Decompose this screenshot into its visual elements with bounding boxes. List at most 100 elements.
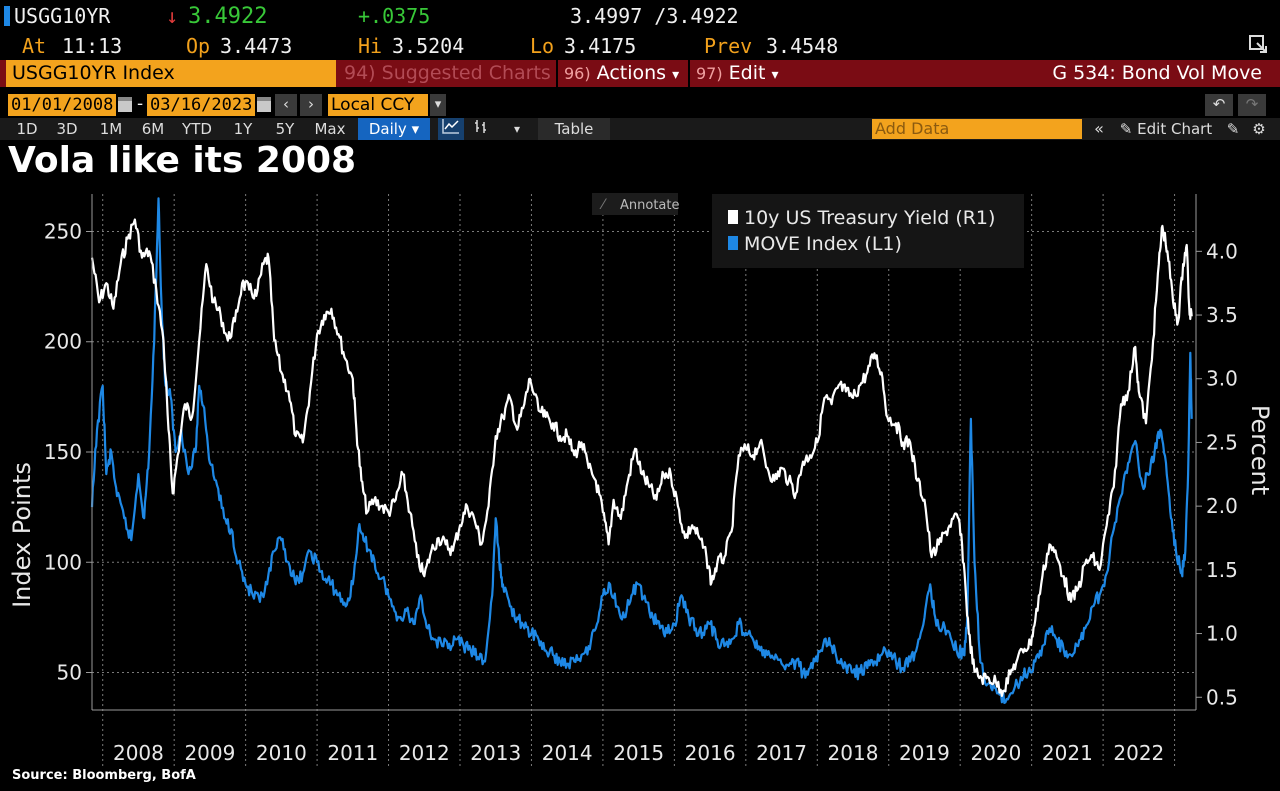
suggested-charts-menu[interactable]: 94) Suggested Charts: [340, 60, 554, 87]
security-field[interactable]: USGG10YR Index: [6, 60, 336, 87]
low-label: Lo: [530, 34, 555, 58]
ticker-marker: [4, 6, 10, 26]
x-tick-label: 2020: [970, 741, 1021, 765]
edit-chart-button[interactable]: ✎ Edit Chart: [1114, 118, 1218, 140]
annotate-button[interactable]: ⁄ Annotate: [592, 193, 679, 215]
period-5y[interactable]: 5Y: [275, 120, 295, 138]
chart: ⁄ Annotate Index Points Percent 2008 2009…: [8, 193, 1274, 766]
chart-title: Vola like its 2008: [8, 140, 357, 181]
frequency-select[interactable]: Daily ▾: [358, 118, 430, 140]
calendar-icon[interactable]: [257, 97, 271, 112]
table-button[interactable]: Table: [538, 118, 610, 140]
x-tick-label: 2022: [1113, 741, 1164, 765]
edit-num: 97): [696, 64, 723, 83]
x-tick-label: 2012: [399, 741, 450, 765]
right-tick-label: 1.5: [1206, 558, 1238, 582]
x-tick-label: 2008: [113, 741, 164, 765]
period-toolbar: 1D 3D 1M 6M YTD 1Y 5Y Max Daily ▾ ▾ Tabl…: [0, 118, 1280, 140]
left-tick-label: 50: [57, 661, 82, 685]
x-tick-label: 2010: [256, 741, 307, 765]
left-tick-label: 100: [44, 550, 82, 574]
x-tick-label: 2015: [613, 741, 664, 765]
currency-label: Local CCY: [331, 95, 415, 115]
edit-menu[interactable]: 97) Edit ▾: [688, 60, 788, 87]
currency-select[interactable]: Local CCY: [328, 94, 428, 116]
x-tick-label: 2018: [828, 741, 879, 765]
start-date-input[interactable]: 01/01/2008: [8, 94, 116, 116]
legend: 10y US Treasury Yield (R1) MOVE Index (L…: [712, 194, 1024, 268]
actions-menu[interactable]: 96) Actions ▾: [556, 60, 684, 87]
left-tick-label: 150: [44, 440, 82, 464]
at-label: At: [22, 34, 47, 58]
prev-value: 3.4548: [766, 34, 839, 58]
chevron-down-icon[interactable]: ▾: [430, 94, 446, 116]
period-1y[interactable]: 1Y: [233, 120, 253, 138]
grid: [92, 194, 1196, 766]
high-label: Hi: [358, 34, 383, 58]
frequency-label: Daily: [368, 120, 407, 138]
suggested-charts-label: Suggested Charts: [381, 62, 551, 84]
right-tick-label: 0.5: [1206, 685, 1238, 709]
right-tick-label: 3.0: [1206, 367, 1238, 391]
date-range-row: 01/01/2008 - 03/16/2023 ‹ › Local CCY ▾ …: [0, 94, 1280, 116]
next-period-button[interactable]: ›: [300, 94, 322, 116]
right-tick-label: 3.5: [1206, 303, 1238, 327]
annotate-label: Annotate: [620, 198, 679, 213]
x-tick-label: 2013: [470, 741, 521, 765]
end-date-input[interactable]: 03/16/2023: [147, 94, 255, 116]
x-tick-label: 2017: [756, 741, 807, 765]
period-ytd[interactable]: YTD: [182, 120, 212, 138]
right-axis-label: Percent: [1246, 405, 1274, 495]
chevron-down-icon[interactable]: ▾: [513, 122, 521, 136]
right-tick-label: 1.0: [1206, 622, 1238, 646]
net-change: +.0375: [358, 4, 431, 28]
open-label: Op: [186, 34, 211, 58]
series-lines: [90, 197, 1193, 704]
redo-icon[interactable]: ↷: [1238, 94, 1266, 116]
suggested-charts-num: 94): [344, 62, 376, 84]
legend-swatch-yield: [728, 210, 738, 224]
high-value: 3.5204: [392, 34, 465, 58]
right-tick-label: 2.5: [1206, 430, 1238, 454]
low-value: 3.4175: [564, 34, 637, 58]
source-note: Source: Bloomberg, BofA: [12, 768, 196, 783]
pencil-icon: ⁄: [599, 197, 607, 213]
axes: Index Points Percent 2008 2009 2010 2011 201…: [8, 194, 1274, 765]
x-tick-label: 2014: [542, 741, 593, 765]
chevron-down-icon: ▾: [411, 120, 420, 138]
chevron-down-icon: ▾: [672, 67, 680, 83]
legend-label-yield: 10y US Treasury Yield (R1): [744, 207, 995, 229]
x-tick-label: 2009: [184, 741, 235, 765]
chevron-down-icon: ▾: [771, 67, 779, 83]
period-6m[interactable]: 6M: [141, 120, 165, 138]
period-1d[interactable]: 1D: [16, 120, 38, 138]
add-data-input[interactable]: Add Data: [872, 119, 1082, 139]
down-arrow-icon: ↓: [166, 4, 179, 28]
x-tick-label: 2016: [685, 741, 736, 765]
left-tick-label: 200: [44, 330, 82, 354]
edit-label: Edit: [728, 62, 766, 84]
left-tick-label: 250: [44, 219, 82, 243]
last-price: 3.4922: [188, 4, 268, 29]
popout-icon[interactable]: [1248, 34, 1268, 54]
period-1m[interactable]: 1M: [99, 120, 123, 138]
open-value: 3.4473: [220, 34, 293, 58]
screen-name: G 534: Bond Vol Move: [1052, 62, 1262, 84]
prev-label: Prev: [704, 34, 753, 58]
x-tick-label: 2019: [899, 741, 950, 765]
edit-icon[interactable]: ✎: [1226, 120, 1240, 138]
right-tick-label: 4.0: [1206, 239, 1238, 263]
left-axis-label: Index Points: [8, 462, 36, 608]
period-3d[interactable]: 3D: [56, 120, 78, 138]
gear-icon[interactable]: ⚙: [1252, 120, 1266, 138]
bar-chart-icon[interactable]: [468, 118, 494, 140]
period-max[interactable]: Max: [314, 120, 346, 138]
bid-ask: 3.4997 /3.4922: [570, 4, 739, 28]
line-chart-icon[interactable]: [438, 118, 464, 140]
calendar-icon[interactable]: [118, 97, 132, 112]
prev-period-button[interactable]: ‹: [275, 94, 297, 116]
undo-icon[interactable]: ↶: [1205, 94, 1233, 116]
at-value: 11:13: [62, 34, 123, 58]
collapse-icon[interactable]: «: [1094, 119, 1104, 138]
quote-header: USGG10YR ↓ 3.4922 +.0375 3.4997 /3.4922: [0, 2, 1280, 30]
